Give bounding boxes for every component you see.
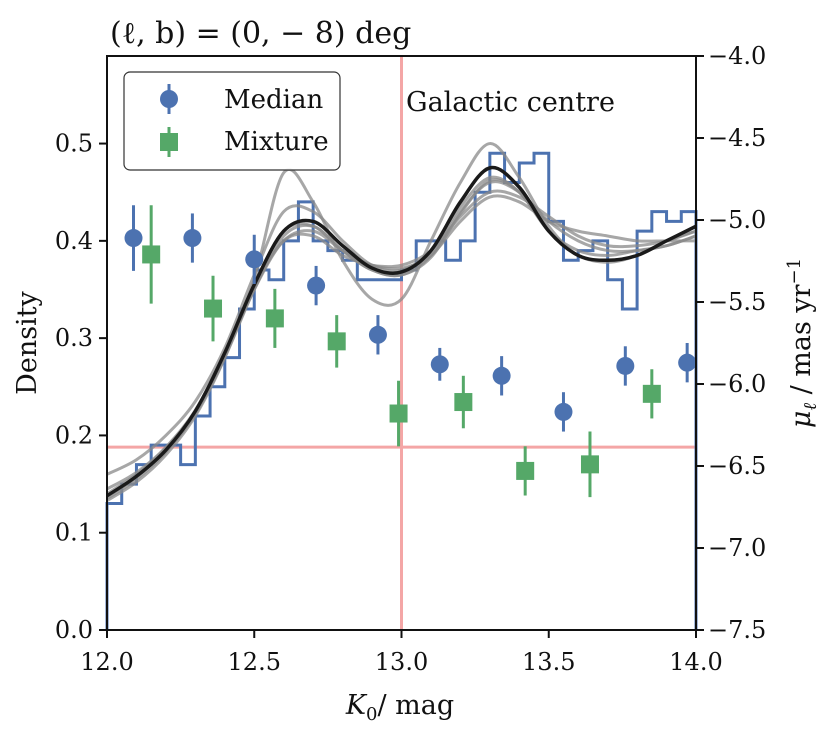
- median-point-1: [183, 213, 202, 263]
- mixture-marker-7: [580, 455, 599, 474]
- chart-title: (ℓ, b) = (0, − 8) deg: [110, 16, 411, 51]
- y2-tick-label-5: −5.0: [708, 206, 766, 234]
- mixture-point-8: [642, 369, 661, 419]
- median-marker-8: [616, 356, 635, 375]
- galactic-centre-annotation: Galactic centre: [406, 87, 615, 118]
- y2-axis-label-symbol: μ: [786, 411, 817, 429]
- mixture-point-3: [327, 315, 346, 368]
- median-marker-6: [492, 366, 511, 385]
- median-point-8: [616, 346, 635, 386]
- mixture-point-7: [580, 431, 599, 498]
- median-point-9: [678, 343, 697, 383]
- mixture-marker-3: [327, 332, 346, 351]
- y-tick-label-2: 0.2: [55, 421, 93, 449]
- y2-axis-label: μℓ / mas yr−1: [784, 258, 821, 428]
- model-curve-sample-0: [106, 175, 697, 476]
- median-point-7: [554, 392, 573, 432]
- median-point-2: [245, 234, 264, 284]
- y2-tick-label-0: −7.5: [708, 616, 766, 644]
- x-axis-label-unit: / mag: [377, 690, 454, 721]
- y-tick-label-0: 0.0: [55, 616, 93, 644]
- median-marker-7: [554, 402, 573, 421]
- mixture-marker-8: [642, 384, 661, 403]
- mixture-marker-4: [389, 404, 408, 423]
- x-axis-label-symbol: K: [345, 690, 368, 721]
- legend-median-marker: [160, 84, 178, 114]
- y-tick-label-3: 0.3: [55, 324, 93, 352]
- mixture-marker-5: [454, 393, 473, 412]
- x-tick-label-4: 14.0: [669, 648, 722, 676]
- x-tick-label-1: 12.5: [228, 648, 281, 676]
- y2-tick-label-7: −4.0: [708, 42, 766, 70]
- median-marker-4: [368, 325, 387, 344]
- median-marker-0: [124, 229, 143, 248]
- mixture-marker-6: [516, 461, 535, 480]
- legend-mixture-marker: [160, 127, 178, 157]
- mixture-marker-1: [204, 299, 223, 318]
- y-tick-label-5: 0.5: [55, 130, 93, 158]
- y2-tick-label-2: −6.5: [708, 452, 766, 480]
- mixture-marker-2: [265, 309, 284, 328]
- axis-ticks: 12.0 12.5 13.0 13.5 14.0 0.0 0.1 0.2 0.3 0.4 0.5 −7…: [55, 42, 766, 676]
- median-point-0: [124, 205, 143, 271]
- y-axis-label: Density: [12, 290, 43, 394]
- reference-lines: [107, 56, 696, 630]
- median-marker-2: [245, 250, 264, 269]
- data-points: [124, 205, 697, 498]
- x-axis-label-subscript: 0: [366, 704, 377, 725]
- x-axis-label: K0/ mag: [345, 690, 454, 725]
- y2-axis-label-unit: / mas yr: [786, 284, 817, 403]
- y2-axis-label-subscript: ℓ: [800, 403, 821, 411]
- y2-tick-label-3: −6.0: [708, 370, 766, 398]
- y2-axis-label-superscript: −1: [784, 258, 805, 285]
- y2-tick-label-6: −4.5: [708, 124, 766, 152]
- mixture-point-0: [142, 205, 161, 304]
- legend-mixture-label: Mixture: [224, 127, 329, 157]
- x-tick-label-0: 12.0: [80, 648, 133, 676]
- median-point-3: [307, 265, 326, 306]
- median-marker-5: [430, 355, 449, 374]
- median-marker-1: [183, 229, 202, 248]
- median-marker-9: [678, 353, 697, 372]
- mixture-marker-0: [142, 245, 161, 264]
- y-tick-label-1: 0.1: [55, 519, 93, 547]
- mixture-point-6: [516, 446, 535, 496]
- mixture-point-1: [204, 275, 223, 342]
- median-point-4: [368, 315, 387, 355]
- median-point-6: [492, 356, 511, 396]
- model-curve-best: [106, 165, 697, 498]
- median-point-5: [430, 347, 449, 381]
- legend-median-label: Median: [224, 85, 323, 115]
- x-tick-label-3: 13.5: [522, 648, 575, 676]
- y2-tick-label-1: −7.0: [708, 534, 766, 562]
- median-marker-3: [307, 276, 326, 295]
- mixture-point-2: [265, 288, 284, 348]
- mixture-point-4: [389, 380, 408, 447]
- model-curves: [106, 142, 697, 502]
- y-tick-label-4: 0.4: [55, 227, 93, 255]
- mixture-point-5: [454, 375, 473, 429]
- y2-tick-label-4: −5.5: [708, 288, 766, 316]
- x-tick-label-2: 13.0: [375, 648, 428, 676]
- legend: Median Mixture: [123, 71, 341, 171]
